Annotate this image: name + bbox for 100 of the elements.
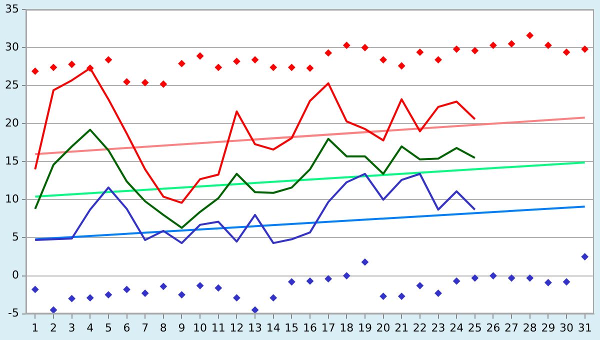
point xyxy=(306,64,314,72)
y-tick-label: 15 xyxy=(4,154,19,168)
y-tick-label: 30 xyxy=(4,40,19,54)
point xyxy=(233,58,240,65)
point xyxy=(32,68,39,75)
point xyxy=(50,306,57,314)
point xyxy=(196,282,204,290)
point xyxy=(416,48,424,56)
x-tick-label: 10 xyxy=(193,321,208,334)
x-tick-label: 6 xyxy=(123,321,130,334)
point xyxy=(178,60,186,68)
point xyxy=(32,286,39,293)
point xyxy=(563,278,570,286)
x-tick-label: 5 xyxy=(104,321,112,334)
y-tick-label: 35 xyxy=(4,2,19,16)
point xyxy=(214,284,222,292)
point xyxy=(398,292,406,300)
point xyxy=(270,64,277,71)
x-tick-label: 13 xyxy=(248,321,262,334)
point xyxy=(288,64,296,71)
x-tick-label: 7 xyxy=(142,321,149,334)
point xyxy=(453,278,460,285)
x-tick-label: 23 xyxy=(431,321,446,334)
point xyxy=(142,79,149,86)
point xyxy=(380,292,387,300)
x-tick-label: 19 xyxy=(358,321,372,334)
y-tick-label: 10 xyxy=(4,192,19,206)
point xyxy=(252,56,259,64)
point xyxy=(68,60,76,68)
x-tick-label: 8 xyxy=(160,321,167,334)
point xyxy=(104,291,112,298)
point xyxy=(288,278,296,286)
point xyxy=(526,32,534,39)
x-tick-label: 14 xyxy=(266,321,280,334)
x-tick-label: 11 xyxy=(211,321,226,334)
x-tick-label: 4 xyxy=(86,321,94,334)
x-tick-label: 29 xyxy=(541,321,556,334)
point xyxy=(526,274,534,282)
x-tick-label: 2 xyxy=(50,321,57,334)
point xyxy=(434,56,442,64)
point xyxy=(142,290,149,297)
point xyxy=(380,56,387,64)
point xyxy=(508,40,516,48)
point xyxy=(196,52,204,60)
point xyxy=(490,272,497,280)
point xyxy=(86,294,94,302)
point xyxy=(416,282,424,290)
x-tick-label: 30 xyxy=(560,321,574,334)
x-tick-label: 24 xyxy=(450,321,464,334)
y-tick-label: 25 xyxy=(4,78,19,92)
point xyxy=(471,47,478,54)
point xyxy=(270,294,277,302)
point xyxy=(361,258,368,266)
point xyxy=(398,62,406,70)
point xyxy=(160,282,167,290)
x-tick-label: 20 xyxy=(376,321,390,334)
point xyxy=(123,78,130,86)
x-tick-label: 17 xyxy=(321,321,336,334)
point xyxy=(252,306,259,314)
point xyxy=(233,294,240,302)
point xyxy=(471,274,478,282)
point xyxy=(434,290,442,297)
point xyxy=(68,295,76,302)
point xyxy=(324,49,332,56)
x-tick-label: 12 xyxy=(230,321,244,334)
point xyxy=(123,286,130,293)
point xyxy=(361,44,368,52)
x-tick-label: 22 xyxy=(412,321,427,334)
point xyxy=(104,56,112,64)
point xyxy=(343,272,350,280)
point xyxy=(214,64,222,71)
x-tick-label: 27 xyxy=(504,321,519,334)
x-tick-label: 25 xyxy=(468,321,482,334)
point xyxy=(324,275,332,282)
point xyxy=(160,80,167,88)
x-tick-label: 16 xyxy=(303,321,317,334)
point xyxy=(343,42,350,49)
x-tick-label: 28 xyxy=(522,321,537,334)
point xyxy=(508,274,516,282)
point xyxy=(490,42,497,49)
point xyxy=(563,48,570,56)
x-tick-label: 15 xyxy=(284,321,299,334)
y-tick-label: 5 xyxy=(12,230,19,244)
point xyxy=(178,291,186,298)
point xyxy=(544,279,552,286)
point xyxy=(581,253,588,260)
x-tick-label: 9 xyxy=(178,321,186,334)
point xyxy=(544,42,552,49)
x-tick-label: 1 xyxy=(32,321,39,334)
point xyxy=(306,278,314,285)
x-tick-label: 21 xyxy=(394,321,409,334)
x-tick-label: 31 xyxy=(578,321,592,334)
x-tick-label: 3 xyxy=(68,321,76,334)
y-tick-label: 20 xyxy=(4,116,19,130)
x-tick-label: 26 xyxy=(486,321,500,334)
point xyxy=(581,46,588,53)
point xyxy=(50,64,57,71)
point xyxy=(453,46,460,53)
y-tick-label: 0 xyxy=(12,268,19,282)
y-tick-label: -5 xyxy=(8,306,19,320)
